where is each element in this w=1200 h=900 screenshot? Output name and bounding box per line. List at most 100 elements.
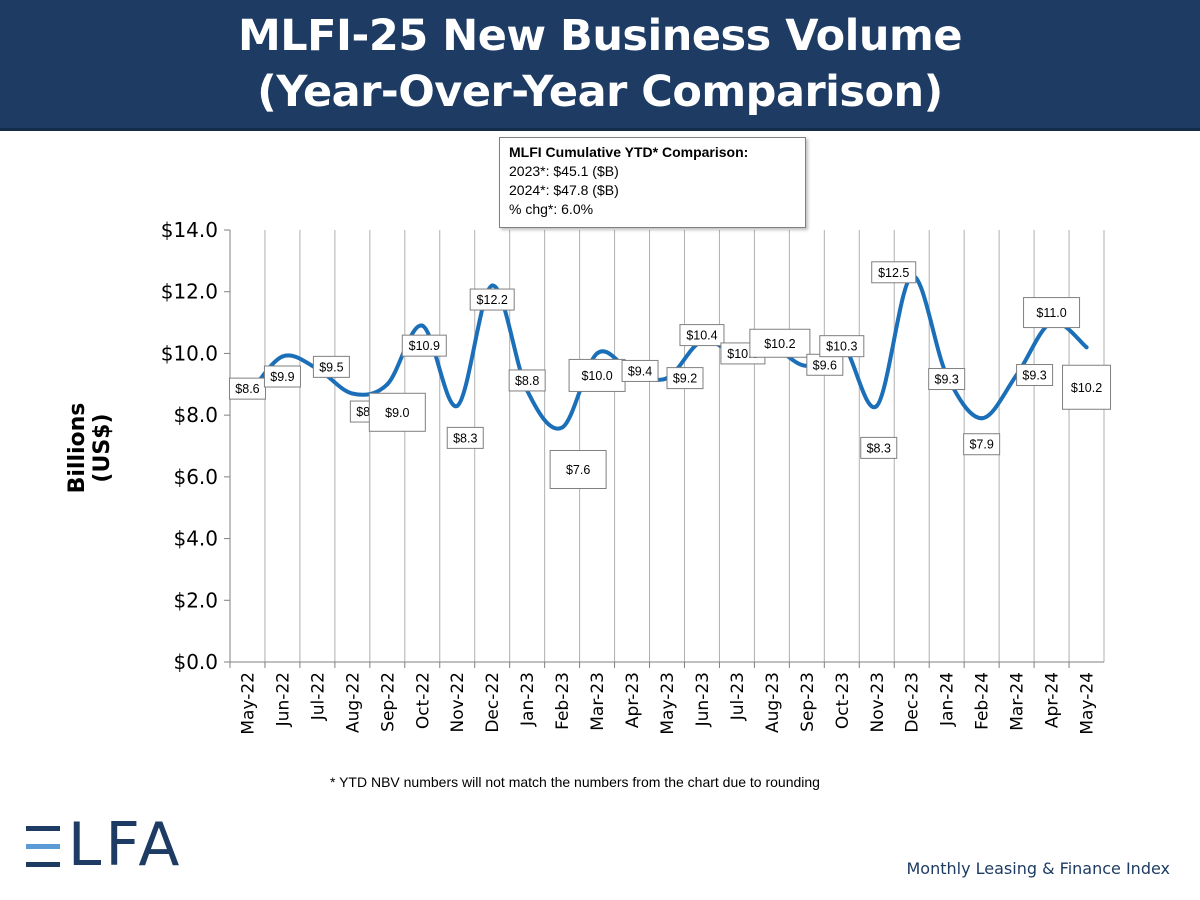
y-tick-label: $0.0 xyxy=(173,650,218,674)
x-tick-label: Aug-22 xyxy=(343,672,363,733)
data-label-box xyxy=(368,392,426,432)
data-label: $10.4 xyxy=(686,329,717,343)
ytd-2024-label: 2024*: xyxy=(509,182,550,198)
elfa-logo: ELFA xyxy=(26,812,183,878)
data-label: $10.2 xyxy=(764,337,795,351)
data-label: $7.6 xyxy=(566,463,590,477)
data-label-box xyxy=(1016,364,1054,387)
data-label-box xyxy=(871,261,917,284)
ytd-comparison-box: MLFI Cumulative YTD* Comparison: 2023*: … xyxy=(499,137,806,228)
x-tick-label: May-23 xyxy=(658,672,678,735)
data-label: $9.5 xyxy=(319,360,343,374)
data-label: $9.2 xyxy=(673,372,697,386)
ytd-pct-value: 6.0% xyxy=(561,201,594,217)
logo-e-letter: E xyxy=(26,812,68,878)
data-label: $9.3 xyxy=(1022,369,1046,383)
data-point xyxy=(280,354,285,359)
x-tick-label: Jul-23 xyxy=(728,672,748,721)
ytd-2023-value: $45.1 ($B) xyxy=(553,163,619,179)
x-tick-label: Mar-24 xyxy=(1008,672,1028,731)
x-tick-label: Jul-22 xyxy=(308,672,328,721)
ytd-2024-value: $47.8 ($B) xyxy=(553,182,619,198)
x-tick-label: Mar-23 xyxy=(588,672,608,731)
data-label: $9.0 xyxy=(385,406,409,420)
data-point xyxy=(455,403,460,408)
x-tick-label: May-24 xyxy=(1078,672,1098,735)
ytd-heading: MLFI Cumulative YTD* Comparison: xyxy=(509,144,749,160)
data-label: $8.8 xyxy=(515,374,539,388)
x-tick-label: Feb-24 xyxy=(973,672,993,730)
data-label-box xyxy=(263,365,301,388)
data-label: $7.9 xyxy=(969,438,993,452)
data-label-box xyxy=(860,436,898,459)
data-label: $9.4 xyxy=(628,364,652,378)
data-point xyxy=(874,403,879,408)
data-label: $8.6 xyxy=(235,382,259,396)
logo-bar-bottom xyxy=(26,862,60,867)
title-banner: MLFI-25 New Business Volume (Year-Over-Y… xyxy=(0,0,1200,131)
data-label-box xyxy=(228,377,266,400)
y-tick-label: $10.0 xyxy=(161,341,218,365)
ytd-pct-label: % chg*: xyxy=(509,201,558,217)
data-label-box xyxy=(963,433,1001,456)
data-label-box xyxy=(401,334,447,357)
data-label-box xyxy=(549,449,607,489)
x-tick-label: Sep-23 xyxy=(798,672,818,732)
ytd-pct-line: % chg*: 6.0% xyxy=(509,200,796,219)
data-point xyxy=(1084,345,1089,350)
footnote: * YTD NBV numbers will not match the num… xyxy=(330,774,820,790)
data-label: $11.0 xyxy=(1036,306,1066,320)
ytd-2024-line: 2024*: $47.8 ($B) xyxy=(509,181,796,200)
data-point xyxy=(385,382,390,387)
data-label: $8.3 xyxy=(453,431,477,445)
series-line xyxy=(245,274,1089,431)
x-tick-label: Apr-24 xyxy=(1043,672,1063,728)
x-tick-label: Oct-23 xyxy=(833,672,853,729)
x-tick-label: Sep-22 xyxy=(378,672,398,732)
y-tick-label: $12.0 xyxy=(161,280,218,304)
data-label: $10.2 xyxy=(1071,381,1102,395)
chart-title-line2: (Year-Over-Year Comparison) xyxy=(257,67,943,117)
data-label-box xyxy=(1062,364,1112,410)
y-axis-label: Billions (US$) xyxy=(65,402,115,494)
data-label: $10.9 xyxy=(409,339,440,353)
data-point xyxy=(420,323,425,328)
x-tick-label: Jun-23 xyxy=(693,672,713,727)
tagline: Monthly Leasing & Finance Index xyxy=(906,859,1171,878)
data-label: $8.3 xyxy=(867,441,891,455)
data-label-box xyxy=(446,426,484,449)
x-tick-label: Jan-23 xyxy=(518,672,538,727)
data-point xyxy=(490,283,495,288)
data-label: $10.0 xyxy=(581,369,612,383)
x-tick-label: Feb-23 xyxy=(553,672,573,730)
data-label-box xyxy=(749,328,811,358)
data-label: $10.3 xyxy=(826,340,857,354)
x-tick-label: May-22 xyxy=(238,672,258,735)
x-tick-label: Nov-22 xyxy=(448,672,468,733)
data-point xyxy=(595,351,600,356)
data-label-box xyxy=(312,355,350,378)
chart-title-line1: MLFI-25 New Business Volume xyxy=(237,11,963,61)
x-tick-label: Apr-23 xyxy=(623,672,643,728)
data-label: $12.5 xyxy=(878,266,909,280)
y-tick-label: $14.0 xyxy=(161,218,218,242)
ytd-2023-label: 2023*: xyxy=(509,163,550,179)
data-label-box xyxy=(621,359,659,382)
data-point xyxy=(350,391,355,396)
data-label-box xyxy=(469,288,515,311)
x-tick-label: Jan-24 xyxy=(938,672,958,727)
data-label-box xyxy=(928,368,966,391)
y-tick-label: $4.0 xyxy=(173,527,218,551)
x-tick-label: Jun-22 xyxy=(273,672,293,727)
y-tick-label: $2.0 xyxy=(173,588,218,612)
data-point xyxy=(560,425,565,430)
data-label-box xyxy=(679,324,725,347)
data-label: $9.6 xyxy=(813,358,837,372)
x-tick-label: Dec-23 xyxy=(903,672,923,733)
x-tick-label: Oct-22 xyxy=(413,672,433,729)
logo-bar-middle xyxy=(26,844,60,849)
data-label-box xyxy=(1023,297,1081,329)
logo-rest-letters: LFA xyxy=(67,810,184,880)
x-tick-label: Dec-22 xyxy=(483,672,503,733)
